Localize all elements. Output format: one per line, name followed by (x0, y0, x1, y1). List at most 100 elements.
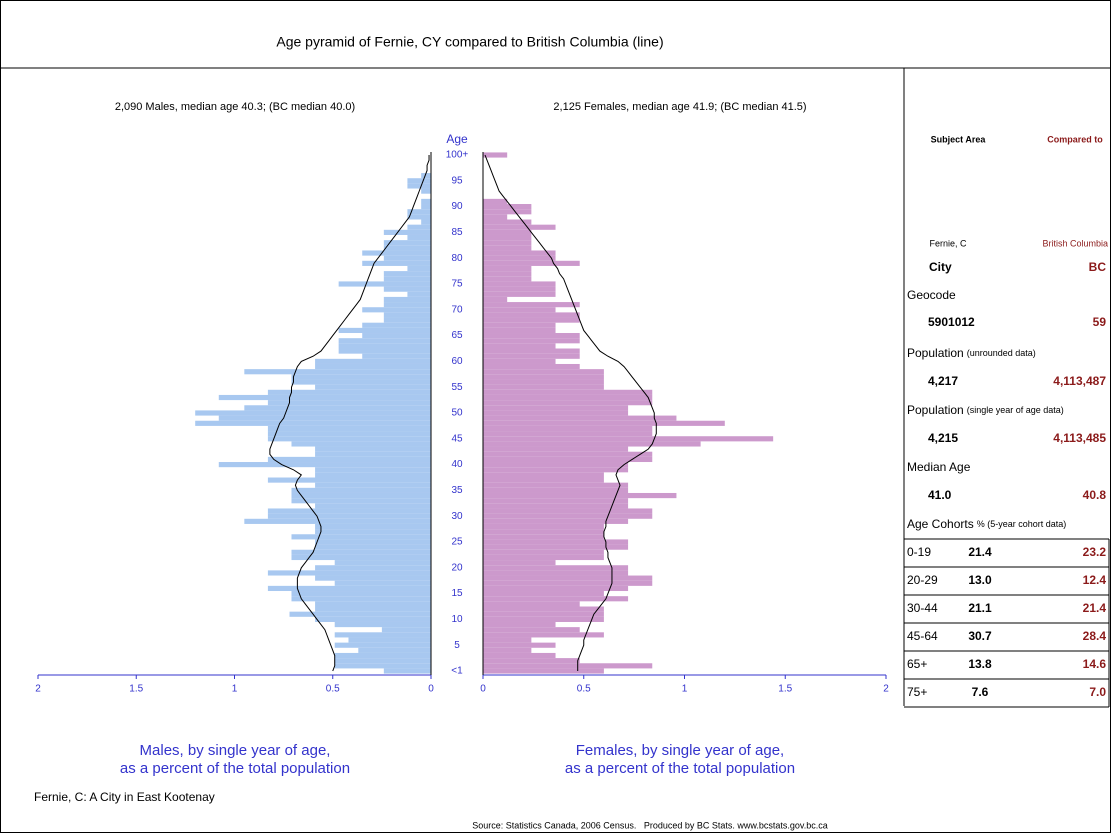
bar (483, 276, 532, 282)
bar (483, 627, 580, 633)
bar (483, 477, 604, 483)
table-text: Geocode (907, 288, 956, 302)
bar (407, 265, 431, 272)
bar (483, 591, 604, 597)
bar (291, 487, 431, 493)
note: % (5-year cohort data) (977, 519, 1067, 529)
bar (334, 580, 431, 586)
bar (383, 296, 431, 303)
table-text: 12.4 (1083, 573, 1107, 587)
bar (483, 265, 532, 272)
bar (483, 379, 604, 385)
bar (407, 224, 431, 230)
bar (267, 585, 431, 592)
bar (291, 596, 431, 602)
table-text: Median Age (907, 460, 971, 474)
table-text: 21.4 (1083, 601, 1107, 615)
bar (267, 425, 431, 432)
bar (483, 606, 604, 612)
bar (483, 642, 556, 648)
bar (291, 591, 431, 597)
bar (483, 317, 580, 323)
y-tick-label: 55 (451, 382, 463, 393)
bar (315, 384, 431, 390)
bar (315, 363, 431, 370)
table-text: 30-44 (907, 601, 938, 615)
label: Age Cohorts (907, 517, 974, 531)
bar (289, 611, 431, 617)
y-tick-label: 50 (451, 408, 463, 419)
table-label: Population (single year of age data) (907, 403, 1064, 417)
bar (315, 565, 431, 571)
bar (483, 214, 508, 220)
y-tick-label: 30 (451, 511, 463, 522)
bar (483, 240, 532, 246)
table-text: 13.8 (968, 657, 992, 671)
bar (267, 400, 431, 406)
bar (483, 456, 653, 463)
bar (483, 353, 580, 359)
bar (483, 652, 556, 659)
table-text: 30.7 (968, 629, 992, 643)
bar (244, 405, 431, 411)
y-tick-label: 20 (451, 562, 463, 573)
bar (383, 245, 431, 251)
bar (334, 621, 431, 628)
bar (421, 173, 431, 179)
label: Population (907, 403, 964, 417)
bar (267, 456, 431, 463)
bar (483, 338, 580, 344)
bar (483, 219, 532, 225)
bar (483, 565, 629, 571)
bar (483, 307, 556, 313)
y-tick-label: 70 (451, 304, 463, 315)
bar (195, 410, 431, 416)
bar (383, 312, 431, 318)
bar (291, 554, 431, 561)
y-tick-label: 100+ (446, 150, 469, 161)
bar (267, 431, 431, 437)
bar (421, 198, 431, 205)
bar (483, 425, 653, 432)
bar (483, 482, 629, 488)
bar (483, 621, 556, 628)
table-text: City (929, 260, 952, 274)
bar (383, 271, 431, 277)
y-tick-label: 75 (451, 279, 463, 290)
bar (334, 560, 431, 566)
bar (267, 513, 431, 519)
bar (421, 219, 431, 225)
bar (483, 431, 653, 437)
bar (483, 637, 532, 643)
bar (483, 616, 604, 622)
bar (315, 446, 431, 452)
bar (383, 255, 431, 261)
y-tick-label: 45 (451, 433, 463, 444)
bar (483, 668, 604, 674)
bar (483, 209, 532, 215)
bar (267, 570, 431, 576)
x-tick-label: 2 (883, 684, 889, 695)
x-tick-label: 0 (480, 684, 486, 695)
table-text: 75+ (907, 685, 927, 699)
bar (338, 281, 431, 287)
bar (334, 652, 431, 659)
bar (483, 611, 604, 617)
bar (383, 240, 431, 246)
bar (244, 369, 431, 375)
bar (483, 560, 556, 566)
bar (315, 606, 431, 612)
bar (483, 296, 508, 303)
bar (483, 348, 580, 354)
bar (483, 441, 701, 447)
bar (218, 462, 431, 468)
bar (407, 178, 431, 184)
label: Population (907, 346, 964, 360)
bar (483, 534, 604, 540)
x-tick-label: 0 (428, 684, 434, 695)
bar (338, 327, 431, 334)
bar (315, 358, 431, 364)
bar (483, 529, 604, 535)
y-tick-label: 5 (454, 640, 460, 651)
bar (483, 260, 580, 266)
